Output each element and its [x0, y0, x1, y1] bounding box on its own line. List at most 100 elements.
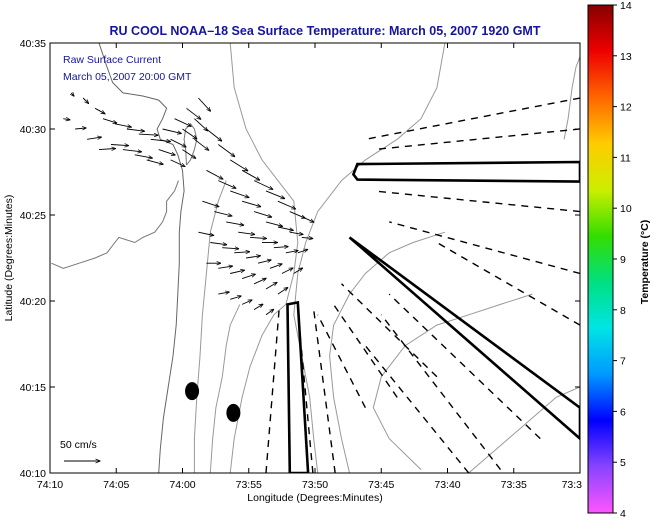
contour-line	[468, 386, 580, 473]
current-vector	[198, 97, 210, 111]
current-vector	[63, 119, 70, 120]
disposal-site-polygon	[351, 160, 580, 183]
current-vector	[230, 270, 244, 274]
current-vector	[289, 232, 303, 234]
current-vector	[75, 128, 86, 129]
current-vector	[277, 226, 293, 230]
plot-frame	[49, 42, 581, 474]
current-vector	[110, 145, 129, 146]
colorbar-tick-label: 10	[620, 203, 632, 215]
current-vector	[170, 159, 185, 167]
current-vector	[265, 221, 283, 226]
current-vectors	[63, 93, 314, 316]
x-tick-label: 73:45	[368, 479, 394, 491]
contour-line	[193, 180, 227, 473]
x-tick-label: 73:40	[434, 479, 460, 491]
current-vector	[301, 216, 314, 223]
current-vector	[198, 231, 213, 235]
colorbar-tick-label: 9	[620, 254, 626, 266]
current-vector	[218, 266, 232, 268]
dashed-line	[389, 221, 580, 275]
current-vector	[226, 221, 244, 225]
current-vector	[265, 309, 274, 316]
contour-line	[329, 231, 446, 473]
current-vector	[186, 107, 201, 119]
current-vector	[162, 128, 182, 133]
colorbar-tick-label: 5	[620, 457, 626, 469]
scale-label: 50 cm/s	[60, 439, 97, 451]
current-vector	[230, 190, 249, 198]
current-vector	[285, 251, 298, 253]
current-vector	[126, 128, 145, 131]
current-vector	[218, 144, 235, 157]
current-vector	[241, 300, 252, 305]
contour-line	[563, 56, 580, 140]
coastline	[51, 43, 198, 473]
colorbar-ticks: 4 5 6 7 8 9 10 11 12 13 14	[613, 0, 632, 519]
x-tick-label: 73:35	[501, 479, 527, 491]
current-vector	[202, 200, 219, 207]
current-vector	[174, 118, 192, 127]
contour-line	[372, 293, 533, 470]
dashed-line	[332, 304, 398, 398]
dashed-line	[436, 241, 580, 326]
dashed-line	[373, 128, 580, 151]
colorbar-label: Temperature (°C)	[639, 220, 651, 305]
current-vector	[229, 159, 248, 171]
dashed-line	[341, 283, 438, 378]
dashed-line	[265, 304, 281, 473]
x-tick-label: 74:10	[37, 479, 63, 491]
current-vector	[146, 159, 164, 164]
current-vector	[206, 128, 221, 141]
current-vector	[301, 237, 313, 238]
dashed-line	[380, 314, 502, 471]
contour-line	[293, 43, 446, 473]
current-vector	[246, 256, 260, 258]
x-tick-label: 73:55	[236, 479, 262, 491]
y-tick-label: 40:15	[20, 382, 46, 394]
current-vector	[182, 128, 197, 139]
bathymetry-contours	[193, 43, 580, 473]
disposal-site-polygon	[348, 236, 580, 441]
current-vector	[253, 211, 272, 218]
x-tick-label: 74:05	[103, 479, 129, 491]
y-tick-label: 40:35	[20, 38, 46, 50]
current-vector	[265, 190, 285, 199]
y-tick-label: 40:30	[20, 124, 46, 136]
dashed-line	[317, 314, 366, 408]
y-axis-label: Latitude (Degrees:Minutes)	[3, 195, 15, 322]
plot-area	[51, 43, 580, 473]
current-vector	[194, 138, 208, 150]
buoy-markers	[185, 382, 241, 422]
current-vector	[158, 149, 176, 156]
x-tick-label: 73:3	[562, 479, 583, 491]
current-vector	[238, 231, 255, 234]
current-vector	[257, 260, 271, 264]
current-vector	[250, 237, 267, 238]
current-vector	[218, 292, 229, 294]
buoy-marker	[185, 382, 200, 401]
current-vector	[253, 304, 263, 310]
y-axis-ticks: 40:10 40:15 40:20 40:25 40:30 40:35	[20, 38, 580, 480]
current-vector	[277, 200, 296, 209]
current-vector	[182, 149, 196, 159]
colorbar-tick-label: 6	[620, 406, 626, 418]
dashed-line	[388, 293, 541, 440]
disposal-sites	[286, 160, 580, 473]
chart-title: RU COOL NOAA–18 Sea Surface Temperature:…	[110, 24, 541, 38]
x-tick-label: 73:50	[302, 479, 328, 491]
current-vector	[253, 278, 266, 285]
colorbar-tick-label: 14	[620, 0, 632, 12]
current-vector	[241, 274, 255, 280]
current-vector	[277, 288, 288, 295]
colorbar-tick-label: 12	[620, 102, 632, 114]
coastline-line	[98, 43, 185, 473]
current-vector	[122, 149, 142, 152]
colorbar-tick-label: 13	[620, 51, 632, 63]
current-vector	[170, 138, 186, 147]
current-vector	[114, 123, 131, 127]
current-vector	[297, 250, 308, 254]
current-vector	[241, 169, 260, 180]
sandy-hook-outline	[183, 123, 198, 166]
current-vector	[253, 180, 273, 190]
